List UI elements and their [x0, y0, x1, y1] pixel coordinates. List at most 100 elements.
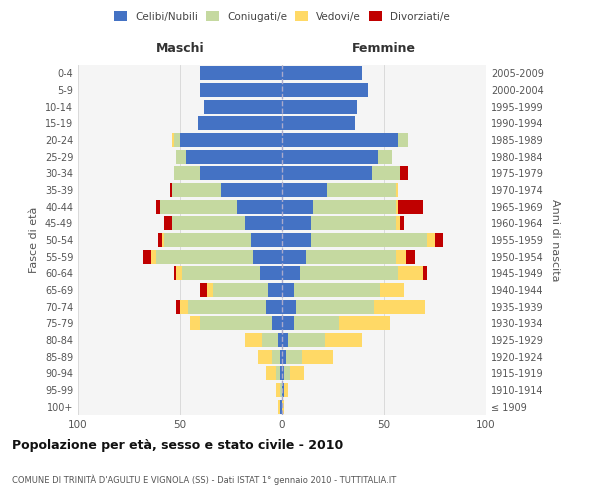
Bar	[396, 183, 398, 197]
Bar	[282, 200, 313, 214]
Bar	[155, 250, 253, 264]
Bar	[245, 216, 282, 230]
Bar	[268, 283, 282, 297]
Bar	[396, 200, 398, 214]
Bar	[190, 316, 200, 330]
Bar	[398, 200, 423, 214]
Bar	[396, 250, 406, 264]
Text: Maschi: Maschi	[155, 42, 205, 55]
Bar	[182, 266, 260, 280]
Bar	[164, 216, 172, 230]
Bar	[280, 383, 282, 397]
Bar	[398, 133, 409, 147]
Bar	[278, 333, 282, 347]
Bar	[282, 283, 294, 297]
Bar	[212, 283, 268, 297]
Bar	[251, 233, 282, 247]
Bar	[170, 183, 172, 197]
Bar	[180, 133, 282, 147]
Legend: Celibi/Nubili, Coniugati/e, Vedovi/e, Divorziati/e: Celibi/Nubili, Coniugati/e, Vedovi/e, Di…	[111, 8, 453, 25]
Bar	[327, 183, 396, 197]
Bar	[284, 383, 288, 397]
Bar	[307, 250, 396, 264]
Bar	[435, 233, 443, 247]
Bar	[284, 366, 290, 380]
Bar	[282, 250, 307, 264]
Bar	[296, 300, 374, 314]
Bar	[282, 216, 311, 230]
Bar	[372, 166, 400, 180]
Bar	[206, 283, 212, 297]
Bar	[237, 200, 282, 214]
Bar	[427, 233, 435, 247]
Bar	[406, 250, 415, 264]
Bar	[266, 366, 276, 380]
Bar	[282, 66, 362, 80]
Bar	[313, 200, 396, 214]
Bar	[172, 216, 245, 230]
Bar	[282, 133, 398, 147]
Bar	[282, 300, 296, 314]
Bar	[186, 150, 282, 164]
Bar	[282, 366, 284, 380]
Bar	[174, 266, 176, 280]
Bar	[260, 266, 282, 280]
Bar	[200, 316, 272, 330]
Bar	[302, 350, 333, 364]
Bar	[176, 300, 180, 314]
Bar	[282, 383, 284, 397]
Bar	[278, 400, 280, 414]
Bar	[294, 316, 339, 330]
Bar	[262, 333, 278, 347]
Bar	[282, 116, 355, 130]
Bar	[174, 133, 180, 147]
Bar	[282, 166, 372, 180]
Bar	[282, 266, 301, 280]
Bar	[200, 66, 282, 80]
Bar	[282, 183, 327, 197]
Bar	[280, 400, 282, 414]
Bar	[380, 283, 404, 297]
Bar	[396, 216, 400, 230]
Y-axis label: Fasce di età: Fasce di età	[29, 207, 39, 273]
Bar	[286, 350, 302, 364]
Bar	[205, 100, 282, 114]
Bar	[282, 233, 311, 247]
Bar	[276, 366, 280, 380]
Bar	[301, 266, 398, 280]
Bar	[272, 350, 280, 364]
Bar	[282, 316, 294, 330]
Bar	[176, 266, 182, 280]
Bar	[200, 283, 206, 297]
Bar	[257, 350, 272, 364]
Bar	[200, 83, 282, 97]
Text: Femmine: Femmine	[352, 42, 416, 55]
Bar	[161, 233, 164, 247]
Bar	[253, 250, 282, 264]
Bar	[282, 400, 284, 414]
Text: COMUNE DI TRINITÀ D'AGULTU E VIGNOLA (SS) - Dati ISTAT 1° gennaio 2010 - TUTTITA: COMUNE DI TRINITÀ D'AGULTU E VIGNOLA (SS…	[12, 474, 396, 485]
Bar	[294, 283, 380, 297]
Bar	[174, 166, 200, 180]
Bar	[266, 300, 282, 314]
Bar	[288, 333, 325, 347]
Bar	[311, 216, 396, 230]
Bar	[400, 166, 409, 180]
Bar	[280, 350, 282, 364]
Bar	[143, 250, 151, 264]
Bar	[282, 150, 378, 164]
Bar	[276, 383, 280, 397]
Text: Popolazione per età, sesso e stato civile - 2010: Popolazione per età, sesso e stato civil…	[12, 440, 343, 452]
Bar	[160, 200, 237, 214]
Bar	[180, 300, 188, 314]
Bar	[200, 166, 282, 180]
Bar	[164, 233, 251, 247]
Y-axis label: Anni di nascita: Anni di nascita	[550, 198, 560, 281]
Bar	[290, 366, 304, 380]
Bar	[378, 150, 392, 164]
Bar	[282, 350, 286, 364]
Bar	[282, 83, 368, 97]
Bar	[339, 316, 390, 330]
Bar	[221, 183, 282, 197]
Bar	[311, 233, 427, 247]
